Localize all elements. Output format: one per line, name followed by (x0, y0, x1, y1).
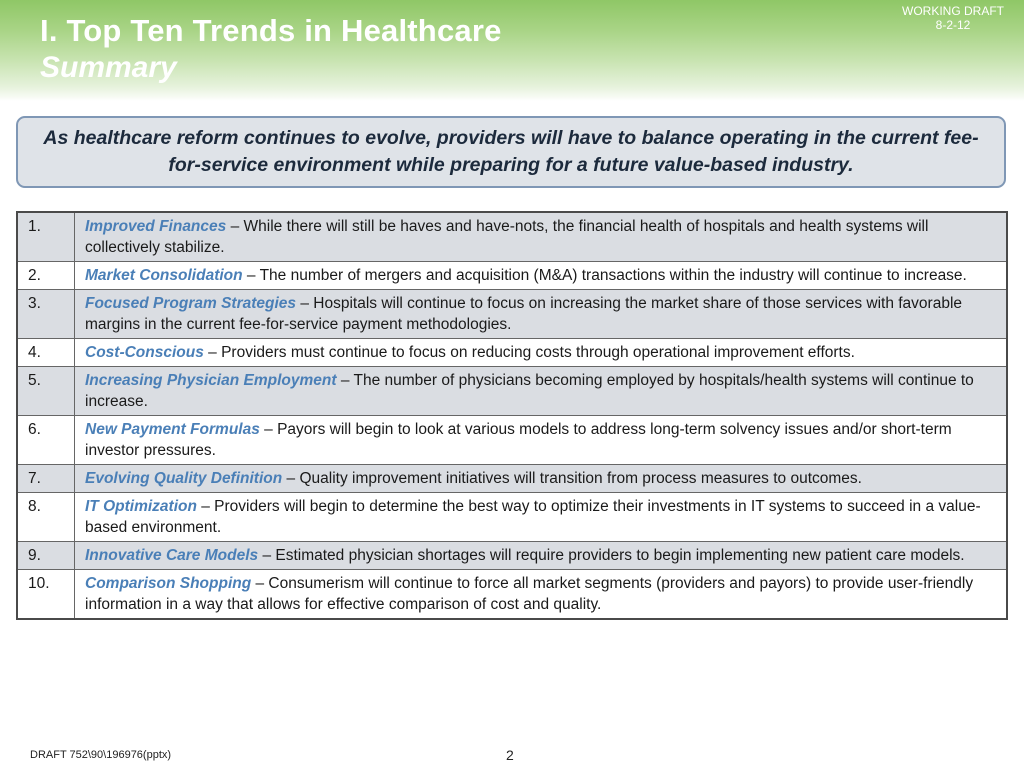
trend-name: Cost-Conscious (85, 344, 204, 361)
draft-date: 8-2-12 (935, 18, 971, 32)
trend-description: – Consumerism will continue to force all… (85, 575, 974, 613)
trends-table: 1. Improved Finances – While there will s… (16, 211, 1008, 620)
trend-description: – Estimated physician shortages will req… (258, 547, 965, 564)
page-number: 2 (506, 747, 514, 763)
row-content: New Payment Formulas – Payors will begin… (74, 415, 1008, 465)
row-number: 7. (16, 464, 75, 493)
trend-name: Evolving Quality Definition (85, 470, 283, 487)
trend-description: – While there will still be haves and ha… (85, 218, 929, 256)
table-row: 7. Evolving Quality Definition – Quality … (16, 464, 1008, 493)
trend-description: – Quality improvement initiatives will t… (282, 470, 862, 487)
trends-table-body: 1. Improved Finances – While there will s… (16, 211, 1008, 620)
row-number: 1. (16, 211, 75, 262)
row-content: Focused Program Strategies – Hospitals w… (74, 289, 1008, 339)
trend-name: Improved Finances (85, 218, 227, 235)
trend-name: Comparison Shopping (85, 575, 252, 592)
row-content: Cost-Conscious – Providers must continue… (74, 338, 1008, 367)
trend-description: – The number of mergers and acquisition … (242, 267, 967, 284)
slide-subtitle: Summary (40, 51, 177, 84)
table-row: 1. Improved Finances – While there will s… (16, 211, 1008, 262)
trend-description: – Payors will begin to look at various m… (85, 421, 952, 459)
trend-description: – The number of physicians becoming empl… (85, 372, 974, 410)
table-row: 6. New Payment Formulas – Payors will beg… (16, 415, 1008, 465)
row-content: IT Optimization – Providers will begin t… (74, 492, 1008, 542)
row-number: 10. (16, 569, 75, 620)
row-content: Improved Finances – While there will sti… (74, 211, 1008, 262)
trend-name: Innovative Care Models (85, 547, 259, 564)
trend-description: – Providers must continue to focus on re… (203, 344, 855, 361)
table-row: 4. Cost-Conscious – Providers must contin… (16, 338, 1008, 367)
row-content: Increasing Physician Employment – The nu… (74, 366, 1008, 416)
trend-description: – Hospitals will continue to focus on in… (85, 295, 963, 333)
trend-name: New Payment Formulas (85, 421, 260, 438)
row-number: 3. (16, 289, 75, 339)
row-number: 9. (16, 541, 75, 570)
row-content: Comparison Shopping – Consumerism will c… (74, 569, 1008, 620)
working-draft-label: WORKING DRAFT 8-2-12 (888, 4, 1018, 32)
table-row: 9. Innovative Care Models – Estimated phy… (16, 541, 1008, 570)
row-content: Evolving Quality Definition – Quality im… (74, 464, 1008, 493)
summary-callout: As healthcare reform continues to evolve… (16, 116, 1006, 188)
table-row: 10. Comparison Shopping – Consumerism wil… (16, 569, 1008, 620)
trend-name: IT Optimization (85, 498, 197, 515)
table-row: 5. Increasing Physician Employment – The … (16, 366, 1008, 416)
header-band (0, 0, 1024, 102)
trend-name: Increasing Physician Employment (85, 372, 337, 389)
row-content: Innovative Care Models – Estimated physi… (74, 541, 1008, 570)
draft-label-text: WORKING DRAFT (902, 4, 1004, 18)
row-number: 5. (16, 366, 75, 416)
row-content: Market Consolidation – The number of mer… (74, 261, 1008, 290)
table-row: 2. Market Consolidation – The number of m… (16, 261, 1008, 290)
trend-name: Market Consolidation (85, 267, 243, 284)
trend-description: – Providers will begin to determine the … (85, 498, 981, 536)
footer-doc-id: DRAFT 752\90\196976(pptx) (30, 749, 172, 761)
row-number: 4. (16, 338, 75, 367)
row-number: 8. (16, 492, 75, 542)
slide-title: I. Top Ten Trends in Healthcare (40, 13, 502, 48)
row-number: 6. (16, 415, 75, 465)
table-row: 8. IT Optimization – Providers will begin… (16, 492, 1008, 542)
row-number: 2. (16, 261, 75, 290)
table-row: 3. Focused Program Strategies – Hospitals… (16, 289, 1008, 339)
trend-name: Focused Program Strategies (85, 295, 297, 312)
